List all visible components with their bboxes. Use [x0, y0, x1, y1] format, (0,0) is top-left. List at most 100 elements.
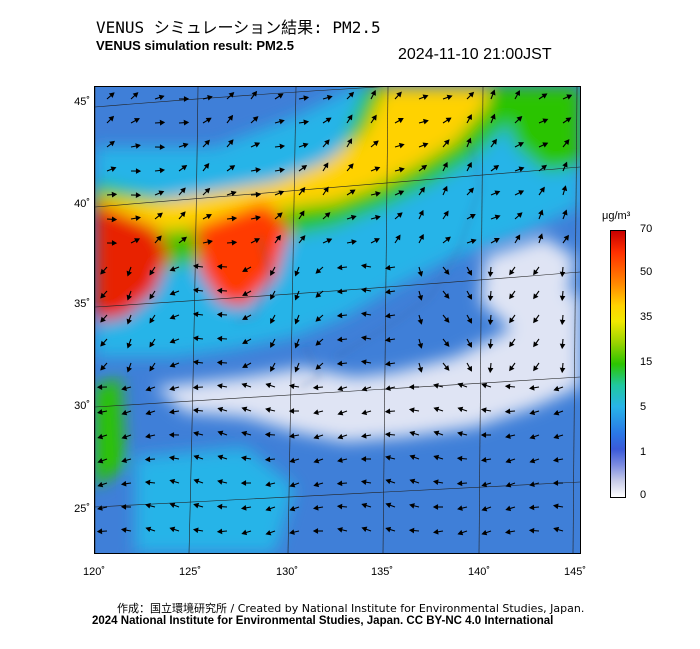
wind-arrow-head	[299, 235, 306, 241]
wind-arrow-head	[145, 386, 152, 392]
wind-arrow-head	[418, 233, 424, 240]
wind-arrow-head	[466, 365, 472, 372]
wind-arrow-head	[121, 409, 128, 416]
wind-arrow-head	[126, 294, 132, 301]
wind-arrow-head	[313, 481, 320, 488]
wind-arrow-head	[384, 360, 391, 367]
wind-arrow-head	[470, 238, 477, 245]
wind-arrow-head	[480, 457, 487, 463]
wind-arrow-head	[481, 382, 488, 389]
wind-arrow-head	[252, 116, 259, 122]
wind-arrow-head	[360, 359, 367, 365]
wind-arrow-head	[398, 190, 405, 196]
wind-arrow-head	[481, 481, 488, 488]
wind-arrow-head	[348, 91, 355, 98]
wind-arrow-head	[294, 294, 300, 301]
wind-arrow-head	[418, 209, 424, 216]
wind-arrow-head	[533, 365, 539, 372]
wind-arrow-head	[529, 409, 536, 416]
wind-arrow-head	[158, 190, 165, 196]
wind-arrow-head	[373, 238, 380, 244]
colorbar	[610, 230, 626, 498]
credit-text: 作成：国立環境研究所 / Created by National Institu…	[117, 602, 585, 615]
wind-arrow-head	[192, 384, 199, 391]
wind-arrow-head	[168, 408, 175, 415]
wind-arrow-head	[180, 187, 186, 194]
wind-arrow-head	[279, 118, 285, 125]
wind-arrow-head	[509, 293, 515, 300]
wind-arrow-head	[559, 319, 566, 326]
wind-arrow-head	[350, 214, 357, 221]
wind-arrow-head	[337, 433, 344, 440]
wind-arrow-head	[149, 269, 155, 276]
wind-arrow-head	[504, 408, 511, 415]
wind-arrow-head	[433, 383, 439, 389]
wind-arrow-head	[396, 212, 403, 218]
wind-arrow-head	[315, 316, 322, 322]
wind-arrow-head	[97, 433, 104, 440]
wind-arrow-head	[385, 385, 391, 391]
wind-arrow-head	[275, 234, 281, 241]
wind-arrow-head	[169, 314, 176, 320]
wind-arrow-head	[559, 343, 566, 350]
wind-arrow-head	[294, 366, 300, 373]
wind-arrow-head	[265, 407, 271, 413]
wind-arrow-head	[289, 457, 296, 464]
wind-arrow-head	[408, 384, 415, 390]
wind-arrow-head	[192, 407, 199, 414]
wind-arrow-head	[183, 119, 190, 126]
wind-arrow-head	[529, 481, 535, 487]
wind-arrow-head	[385, 478, 392, 485]
wind-arrow-head	[251, 90, 258, 97]
wind-arrow-head	[192, 287, 199, 294]
lat-label-25: 25˚	[74, 503, 90, 515]
title-jp: VENUS シミュレーション結果: PM2.5	[96, 18, 381, 37]
wind-arrow-head	[494, 190, 501, 196]
grid-line	[188, 87, 199, 553]
wind-arrow-head	[135, 192, 142, 199]
wind-arrow-head	[242, 290, 249, 296]
wind-arrow-head	[96, 384, 103, 391]
wind-arrow-head	[193, 431, 199, 437]
wind-arrow-head	[158, 94, 165, 101]
wind-arrow-head	[360, 311, 367, 317]
wind-arrow-head	[169, 338, 176, 344]
wind-arrow-head	[217, 406, 224, 413]
green-patch-southwest	[95, 377, 125, 487]
wind-arrow-head	[480, 432, 487, 438]
map-frame	[94, 86, 581, 554]
colorbar-tick-5: 5	[640, 401, 647, 413]
wind-arrow-head	[456, 455, 463, 462]
grid-line	[95, 481, 580, 508]
wind-arrow-head	[121, 457, 127, 464]
wind-arrow-head	[149, 293, 155, 300]
wind-arrow-head	[469, 214, 476, 220]
wind-arrow-head	[100, 364, 106, 371]
wind-arrow-head	[360, 433, 367, 439]
wind-arrow-head	[192, 335, 199, 342]
wind-arrow-head	[336, 480, 343, 487]
wind-arrow-head	[487, 271, 494, 278]
wind-arrow-head	[487, 295, 494, 302]
wind-arrow-head	[433, 430, 440, 436]
wind-arrow-head	[228, 92, 235, 98]
wind-arrow-head	[443, 341, 450, 347]
wind-arrow-head	[553, 433, 560, 440]
wind-arrow-head	[145, 526, 152, 533]
wind-arrow-head	[385, 526, 392, 533]
wind-arrow-head	[337, 410, 344, 416]
lon-label-130: 130˚	[275, 566, 299, 578]
wind-arrow-head	[419, 186, 425, 193]
wind-arrow-head	[169, 502, 176, 508]
wind-arrow-head	[360, 287, 367, 293]
wind-arrow-head	[417, 295, 424, 301]
wind-arrow-head	[324, 139, 330, 146]
wind-arrow-head	[288, 383, 295, 390]
wind-arrow-head	[559, 271, 566, 278]
wind-arrow-head	[108, 92, 115, 98]
wind-arrow-head	[265, 481, 271, 487]
wind-arrow-head	[541, 93, 548, 99]
wind-arrow-head	[240, 480, 247, 486]
wind-arrow-head	[299, 186, 306, 193]
wind-arrow-head	[361, 502, 368, 509]
